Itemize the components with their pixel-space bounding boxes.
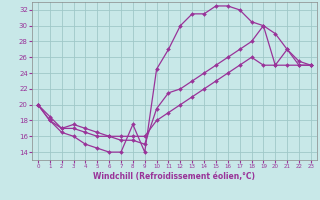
X-axis label: Windchill (Refroidissement éolien,°C): Windchill (Refroidissement éolien,°C): [93, 172, 255, 181]
